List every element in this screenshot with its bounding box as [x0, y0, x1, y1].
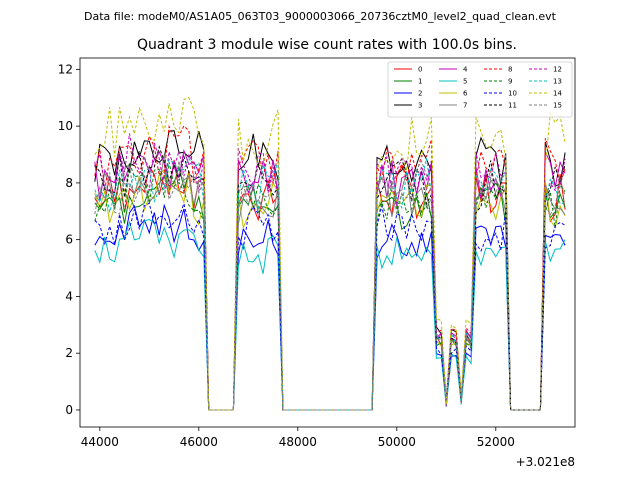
legend-label-7: 7	[463, 102, 467, 110]
y-tick-label: 8	[65, 176, 73, 190]
chart-suptitle: Data file: modeM0/AS1A05_063T03_90000030…	[84, 10, 557, 23]
y-tick-label: 12	[58, 62, 73, 76]
axes-frame	[79, 57, 576, 428]
x-tick-label: 46000	[180, 435, 218, 449]
y-axis: 0 2 4 6 8 10 12	[58, 62, 80, 417]
series-line-10	[94, 201, 566, 411]
y-tick-label: 4	[65, 289, 73, 303]
legend-label-9: 9	[508, 78, 512, 86]
chart-title: Quadrant 3 module wise count rates with …	[137, 37, 517, 53]
legend-label-10: 10	[508, 90, 517, 98]
legend-label-1: 1	[418, 78, 422, 86]
legend-label-14: 14	[553, 90, 562, 98]
x-offset-label: +3.021e8	[516, 455, 575, 469]
series-line-9	[94, 162, 566, 411]
legend-label-5: 5	[463, 78, 467, 86]
series-lines	[94, 96, 566, 411]
x-tick-label: 44000	[81, 435, 119, 449]
y-tick-label: 2	[65, 346, 73, 360]
legend-label-12: 12	[553, 66, 562, 74]
legend-label-6: 6	[463, 90, 468, 98]
legend-label-0: 0	[418, 66, 422, 74]
legend-frame	[387, 61, 573, 118]
x-axis: 44000 46000 48000 50000 52000	[81, 427, 515, 449]
legend-label-8: 8	[508, 66, 512, 74]
legend-label-3: 3	[418, 102, 422, 110]
y-tick-label: 0	[65, 403, 73, 417]
legend-label-2: 2	[418, 90, 422, 98]
legend-label-15: 15	[553, 102, 562, 110]
y-tick-label: 6	[65, 233, 73, 247]
y-tick-label: 10	[58, 119, 73, 133]
x-tick-label: 48000	[279, 435, 317, 449]
legend-label-13: 13	[553, 78, 562, 86]
legend-label-4: 4	[463, 66, 468, 74]
plot-area	[79, 57, 576, 428]
x-tick-label: 50000	[378, 435, 416, 449]
series-line-15	[94, 156, 566, 411]
x-tick-label: 52000	[477, 435, 515, 449]
legend-label-11: 11	[508, 102, 517, 110]
